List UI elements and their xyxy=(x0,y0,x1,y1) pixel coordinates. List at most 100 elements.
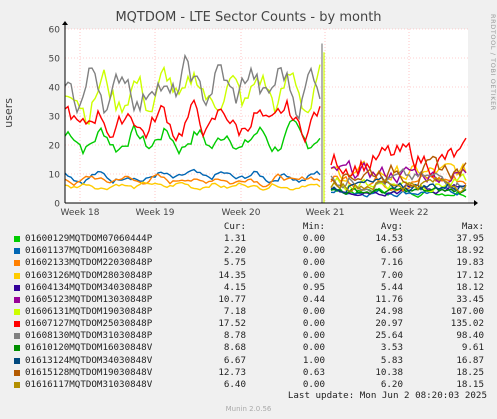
legend-cur-value: 1.31 xyxy=(223,233,246,245)
x-tick-label: Week 19 xyxy=(136,208,175,218)
legend-cur-value: 8.78 xyxy=(223,330,246,342)
legend-swatch xyxy=(14,381,20,388)
legend-rows: 01600129MQTDOM07060444P 1.31 0.00 14.53 37.9… xyxy=(10,233,488,391)
legend: Cur: Min: Avg: Max: 01600129MQTDOM070604… xyxy=(10,221,488,391)
legend-avg-value: 20.97 xyxy=(375,318,403,330)
legend-row: 01616117MQTDOM31030848V 6.40 0.00 6.20 18.15 xyxy=(10,379,488,391)
legend-max-value: 19.83 xyxy=(456,257,484,269)
rrdtool-brand: RRDTOOL / TOBI OETIKER xyxy=(489,14,497,111)
legend-swatch xyxy=(14,333,20,340)
legend-swatch xyxy=(14,308,20,315)
legend-cur-value: 14.35 xyxy=(218,269,246,281)
legend-series-name: 01606131MQTDOM19030848P xyxy=(25,305,153,317)
legend-cur-value: 17.52 xyxy=(218,318,246,330)
legend-series-name: 01603126MQTDOM28030848P xyxy=(25,269,153,281)
legend-max-value: 18.25 xyxy=(456,366,484,378)
legend-series-name: 01602133MQTDOM22030848P xyxy=(25,257,153,269)
legend-min-value: 0.00 xyxy=(302,330,325,342)
legend-max-value: 33.45 xyxy=(456,293,484,305)
legend-series-name: 01610120MQTDOM16030848V xyxy=(25,342,153,354)
legend-series-name: 01604134MQTDOM34030848P xyxy=(25,281,153,293)
y-tick-label: 50 xyxy=(49,55,61,65)
legend-series-name: 01607127MQTDOM25030848P xyxy=(25,318,153,330)
legend-cur-value: 4.15 xyxy=(223,281,246,293)
legend-row: 01604134MQTDOM34030848P 4.15 0.95 5.44 18.12 xyxy=(10,282,488,294)
legend-series-name: 01616117MQTDOM31030848V xyxy=(25,378,153,390)
legend-header-cur: Cur: xyxy=(223,221,246,232)
legend-max-value: 18.12 xyxy=(456,281,484,293)
legend-row: 01602133MQTDOM22030848P 5.75 0.00 7.16 19.83 xyxy=(10,257,488,269)
legend-avg-value: 24.98 xyxy=(375,305,403,317)
munin-version: Munin 2.0.56 xyxy=(225,405,272,413)
x-tick-label: Week 20 xyxy=(222,208,261,218)
legend-cur-value: 7.18 xyxy=(223,305,246,317)
legend-header-avg: Avg: xyxy=(380,221,403,232)
legend-row: 01615128MQTDOM19030848V 12.73 0.63 10.38 18.… xyxy=(10,367,488,379)
legend-series-name: 01601137MQTDOM16030848P xyxy=(25,245,153,257)
y-tick-label: 30 xyxy=(49,113,61,123)
series-line xyxy=(64,160,467,191)
legend-series-name: 01613124MQTDOM34030848V xyxy=(25,354,153,366)
legend-avg-value: 7.00 xyxy=(380,269,403,281)
y-tick-label: 10 xyxy=(49,171,61,181)
legend-max-value: 37.95 xyxy=(456,233,484,245)
legend-avg-value: 14.53 xyxy=(375,233,403,245)
y-tick-label: 60 xyxy=(49,26,61,36)
legend-min-value: 0.00 xyxy=(302,305,325,317)
x-tick-label: Week 18 xyxy=(61,208,100,218)
legend-max-value: 9.61 xyxy=(461,342,484,354)
legend-avg-value: 6.20 xyxy=(380,378,403,390)
legend-series-name: 01605123MQTDOM13030848P xyxy=(25,293,153,305)
legend-swatch xyxy=(14,272,20,279)
legend-max-value: 16.87 xyxy=(456,354,484,366)
series-line xyxy=(64,98,467,179)
series-line xyxy=(330,155,467,190)
legend-avg-value: 10.38 xyxy=(375,366,403,378)
legend-min-value: 0.00 xyxy=(302,318,325,330)
legend-max-value: 135.02 xyxy=(450,318,484,330)
legend-swatch xyxy=(14,369,20,376)
legend-min-value: 0.00 xyxy=(302,233,325,245)
legend-avg-value: 6.66 xyxy=(380,245,403,257)
legend-swatch xyxy=(14,284,20,291)
legend-series-name: 01600129MQTDOM07060444P xyxy=(25,233,153,245)
x-tick-label: Week 22 xyxy=(390,208,429,218)
legend-min-value: 0.00 xyxy=(302,257,325,269)
x-axis-arrow xyxy=(474,200,478,206)
legend-swatch xyxy=(14,357,20,364)
legend-max-value: 17.12 xyxy=(456,269,484,281)
legend-min-value: 0.00 xyxy=(302,342,325,354)
legend-header-max: Max: xyxy=(461,221,484,232)
legend-avg-value: 7.16 xyxy=(380,257,403,269)
legend-min-value: 1.00 xyxy=(302,354,325,366)
legend-swatch xyxy=(14,345,20,352)
legend-cur-value: 2.20 xyxy=(223,245,246,257)
legend-swatch xyxy=(14,296,20,303)
legend-max-value: 18.15 xyxy=(456,378,484,390)
legend-row: 01610120MQTDOM16030848V 8.68 0.00 3.53 9.61 xyxy=(10,342,488,354)
legend-cur-value: 6.67 xyxy=(223,354,246,366)
legend-min-value: 0.44 xyxy=(302,293,325,305)
legend-cur-value: 8.68 xyxy=(223,342,246,354)
legend-max-value: 98.40 xyxy=(456,330,484,342)
legend-avg-value: 11.76 xyxy=(375,293,403,305)
legend-min-value: 0.00 xyxy=(302,378,325,390)
legend-header-min: Min: xyxy=(302,221,325,232)
y-tick-label: 20 xyxy=(49,142,61,152)
legend-row: 01607127MQTDOM25030848P 17.52 0.00 20.97 135… xyxy=(10,318,488,330)
legend-avg-value: 25.64 xyxy=(375,330,403,342)
legend-swatch xyxy=(14,321,20,328)
y-axis-arrow xyxy=(62,21,68,25)
legend-cur-value: 12.73 xyxy=(218,366,246,378)
legend-cur-value: 6.40 xyxy=(223,378,246,390)
legend-cur-value: 5.75 xyxy=(223,257,246,269)
legend-swatch xyxy=(14,248,20,255)
y-tick-label: 40 xyxy=(49,84,61,94)
legend-header: Cur: Min: Avg: Max: xyxy=(10,221,488,233)
legend-max-value: 18.92 xyxy=(456,245,484,257)
legend-min-value: 0.00 xyxy=(302,269,325,281)
series-line xyxy=(330,176,467,194)
legend-row: 01613124MQTDOM34030848V 6.67 1.00 5.83 16.87 xyxy=(10,355,488,367)
legend-avg-value: 5.83 xyxy=(380,354,403,366)
